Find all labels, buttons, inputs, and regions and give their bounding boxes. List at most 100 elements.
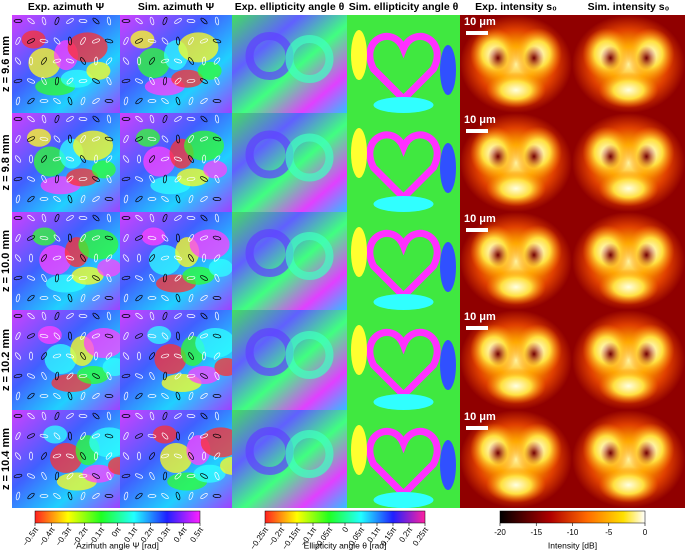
polarization-ellipse — [123, 431, 129, 441]
polarization-ellipse — [68, 331, 72, 341]
polarization-ellipse — [121, 373, 131, 379]
polarization-ellipse — [40, 352, 48, 360]
polarization-ellipse — [135, 214, 143, 222]
polarization-ellipse — [78, 473, 88, 479]
polarization-ellipse — [176, 233, 180, 243]
polarization-ellipse — [147, 433, 157, 439]
polarization-ellipse — [122, 352, 130, 360]
polarization-ellipse — [80, 432, 86, 440]
polarization-ellipse — [214, 174, 220, 184]
polarization-ellipse — [26, 78, 36, 84]
polarization-ellipse — [40, 254, 48, 262]
polarization-ellipse — [66, 413, 74, 419]
polarization-ellipse — [80, 293, 86, 303]
dark-ring — [600, 46, 621, 70]
polarization-ellipse — [54, 174, 60, 184]
polarization-ellipse — [214, 273, 220, 283]
polarization-ellipse — [26, 275, 36, 281]
polarization-ellipse — [54, 114, 60, 124]
polarization-ellipse — [14, 155, 22, 163]
polarization-ellipse — [135, 412, 143, 420]
polarization-ellipse — [149, 411, 155, 421]
lobe — [486, 467, 546, 503]
region — [351, 325, 367, 375]
polarization-ellipse — [200, 312, 208, 320]
polarization-ellipse — [13, 414, 23, 418]
polarization-ellipse — [26, 373, 36, 379]
polarization-ellipse — [41, 16, 47, 26]
polarization-ellipse — [188, 234, 194, 242]
polarization-ellipse — [29, 56, 33, 66]
polarization-ellipse — [41, 77, 47, 85]
polarization-ellipse — [14, 352, 22, 360]
polarization-ellipse — [106, 471, 112, 481]
region — [285, 331, 334, 379]
polarization-ellipse — [162, 371, 168, 381]
polarization-ellipse — [15, 431, 21, 441]
polarization-ellipse — [162, 311, 168, 321]
polarization-ellipse — [137, 451, 141, 461]
polarization-ellipse — [161, 393, 169, 399]
dark-ring — [524, 46, 544, 70]
region — [285, 35, 334, 83]
polarization-ellipse — [148, 57, 156, 65]
polarization-ellipse — [174, 77, 182, 85]
polarization-ellipse — [212, 136, 222, 142]
polarization-ellipse — [135, 115, 143, 123]
colorbar-tick-label: −0.5π — [21, 525, 41, 548]
region — [71, 266, 104, 285]
polarization-ellipse — [41, 175, 47, 183]
polarization-ellipse — [186, 414, 196, 418]
polarization-ellipse — [39, 197, 49, 201]
polarization-ellipse — [92, 17, 100, 25]
image-panel — [232, 113, 347, 212]
polarization-ellipse — [137, 351, 141, 361]
polarization-ellipse — [213, 155, 221, 163]
polarization-ellipse — [39, 433, 49, 439]
image-panel — [347, 113, 460, 212]
polarization-ellipse — [147, 494, 157, 498]
region — [102, 358, 120, 376]
polarization-ellipse — [123, 491, 129, 501]
dark-ring — [636, 144, 657, 169]
polarization-ellipse — [92, 176, 100, 182]
polarization-ellipse — [27, 333, 35, 339]
image-panel — [120, 310, 232, 410]
polarization-ellipse — [173, 156, 183, 162]
polarization-ellipse — [186, 275, 196, 281]
polarization-ellipse — [94, 351, 98, 361]
polarization-ellipse — [104, 333, 114, 339]
dark-ring — [488, 144, 508, 169]
polarization-ellipse — [134, 275, 144, 281]
polarization-ellipse — [199, 38, 209, 44]
region — [193, 464, 226, 483]
scale-label: 10 μm — [464, 213, 496, 225]
polarization-ellipse — [41, 213, 47, 223]
region — [440, 143, 456, 193]
polarization-ellipse — [104, 394, 114, 398]
polarization-ellipse — [176, 134, 180, 144]
polarization-ellipse — [149, 114, 155, 124]
polarization-ellipse — [92, 214, 100, 222]
polarization-ellipse — [104, 235, 114, 241]
labels: Exp. azimuth Ψ Sim. azimuth Ψ Exp. ellipti… — [0, 1, 670, 552]
polarization-ellipse — [78, 19, 88, 23]
polarization-ellipse — [15, 391, 21, 401]
polarization-ellipse — [78, 176, 88, 182]
region — [143, 146, 176, 177]
polarization-ellipse — [161, 234, 169, 242]
region — [160, 443, 192, 474]
region — [91, 160, 116, 179]
polarization-ellipse — [80, 234, 86, 242]
polarization-ellipse — [202, 154, 206, 164]
polarization-ellipse — [66, 116, 74, 122]
polarization-ellipse — [94, 56, 98, 66]
polarization-ellipse — [13, 117, 23, 121]
image-panel — [120, 410, 232, 508]
region — [351, 30, 367, 80]
polarization-ellipse — [105, 155, 113, 163]
polarization-ellipse — [15, 96, 21, 106]
polarization-ellipse — [173, 255, 183, 261]
polarization-ellipse — [202, 56, 206, 66]
polarization-ellipse — [134, 176, 144, 182]
